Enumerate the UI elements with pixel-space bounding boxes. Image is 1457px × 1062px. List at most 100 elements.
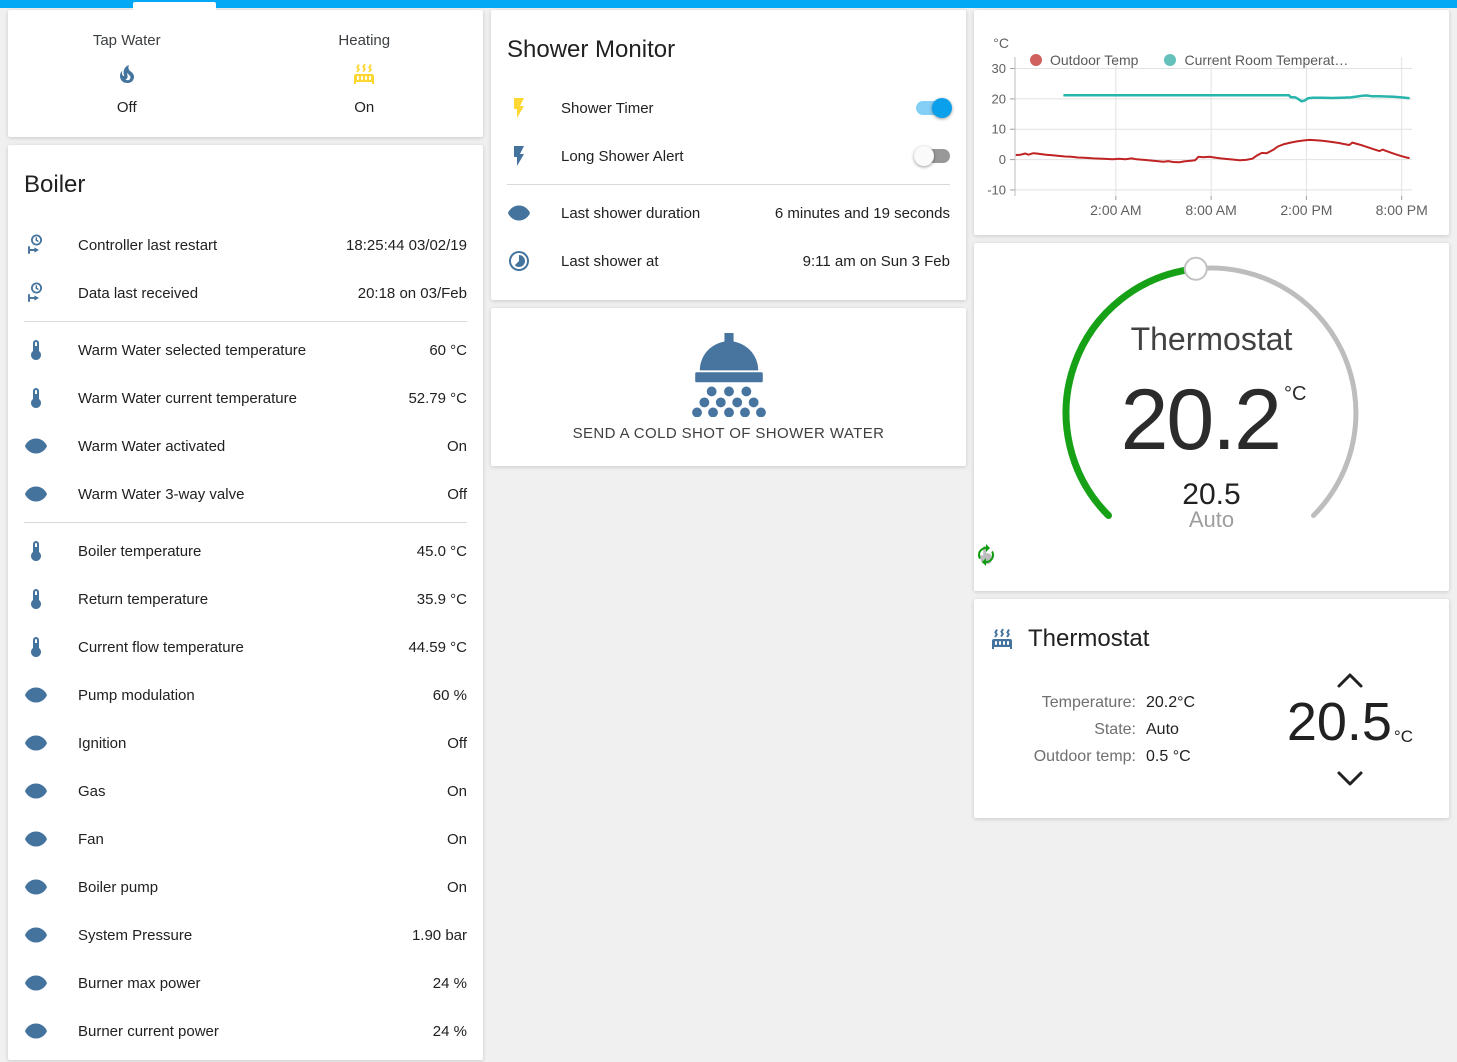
entity-row-burner-max-power[interactable]: Burner max power 24 % bbox=[8, 959, 483, 1007]
entity-value: 24 % bbox=[432, 1022, 467, 1040]
column-left: Tap Water Off Heating On Boiler Controll… bbox=[8, 10, 483, 1060]
entity-row-fan[interactable]: Fan On bbox=[8, 815, 483, 863]
cold-shot-button-card[interactable]: SEND A COLD SHOT OF SHOWER WATER bbox=[491, 308, 966, 466]
svg-text:0: 0 bbox=[999, 152, 1006, 167]
autorenew-auto-mode-icon[interactable] bbox=[974, 543, 998, 567]
svg-text:8:00 PM: 8:00 PM bbox=[1376, 202, 1428, 218]
legend-dot-room bbox=[1164, 54, 1177, 66]
entity-row-data-last-received[interactable]: Data last received 20:18 on 03/Feb bbox=[8, 269, 483, 317]
entity-label: Last shower duration bbox=[561, 204, 701, 222]
entity-row-ignition[interactable]: Ignition Off bbox=[8, 719, 483, 767]
column-middle: Shower Monitor Shower Timer Long Shower … bbox=[491, 10, 966, 1060]
entity-row-boiler-temp[interactable]: Boiler temperature 45.0 °C bbox=[8, 527, 483, 575]
entity-row-last-shower-at[interactable]: Last shower at 9:11 am on Sun 3 Feb bbox=[491, 237, 966, 285]
target-temperature-value: 20.5 °C bbox=[1287, 691, 1413, 768]
thermostat-info-card: Thermostat Temperature: 20.2°C State: Auto… bbox=[974, 599, 1449, 818]
entity-label: Burner current power bbox=[78, 1022, 219, 1040]
fire-icon bbox=[115, 62, 139, 86]
glance-state: Off bbox=[116, 98, 137, 116]
entity-value: 6 minutes and 19 seconds bbox=[774, 204, 950, 222]
flash-icon bbox=[507, 96, 531, 120]
attribute-row: Temperature: 20.2°C bbox=[1041, 694, 1196, 711]
eye-icon bbox=[24, 731, 48, 755]
active-tab-indicator[interactable] bbox=[133, 2, 216, 11]
entity-row-ww-current-temp[interactable]: Warm Water current temperature 52.79 °C bbox=[8, 374, 483, 422]
entity-label: Last shower at bbox=[561, 252, 659, 270]
legend-label: Outdoor Temp bbox=[1050, 52, 1139, 68]
attribute-row: Outdoor temp: 0.5 °C bbox=[1033, 748, 1191, 765]
entity-label: Warm Water 3-way valve bbox=[78, 485, 245, 503]
chart-legend: Outdoor Temp Current Room Temperat… bbox=[1030, 52, 1348, 68]
eye-icon bbox=[24, 434, 48, 458]
entity-row-ww-3way-valve[interactable]: Warm Water 3-way valve Off bbox=[8, 470, 483, 518]
thermostat-target-temperature: 20.5 bbox=[1182, 478, 1241, 511]
thermostat-info-header: Thermostat bbox=[974, 599, 1449, 653]
entity-row-ww-activated[interactable]: Warm Water activated On bbox=[8, 422, 483, 470]
temperature-history-chart: -10 0 10 20 30 2:00 AM 8:00 AM 2:00 PM 8:00 PM °C bbox=[987, 35, 1428, 218]
entity-row-controller-last-restart[interactable]: Controller last restart 18:25:44 03/02/1… bbox=[8, 221, 483, 269]
entity-label: Warm Water current temperature bbox=[78, 389, 297, 407]
entity-value: 52.79 °C bbox=[408, 389, 467, 407]
boiler-entities: Controller last restart 18:25:44 03/02/1… bbox=[8, 199, 483, 1060]
entity-value: 18:25:44 03/02/19 bbox=[346, 236, 467, 254]
entity-row-return-temp[interactable]: Return temperature 35.9 °C bbox=[8, 575, 483, 623]
entity-label: System Pressure bbox=[78, 926, 193, 944]
glance-state: On bbox=[354, 98, 375, 116]
clock-start-icon bbox=[24, 281, 48, 305]
eye-icon bbox=[24, 875, 48, 899]
chevron-up-icon[interactable] bbox=[1333, 669, 1367, 691]
legend-item-room-temp: Current Room Temperat… bbox=[1164, 52, 1348, 68]
entity-label: Fan bbox=[78, 830, 104, 848]
target-temperature-control: 20.5 °C bbox=[1287, 669, 1413, 790]
boiler-card: Boiler Controller last restart 18:25:44 … bbox=[8, 145, 483, 1060]
entity-value: Off bbox=[447, 734, 467, 752]
attribute-row: State: Auto bbox=[1094, 721, 1179, 738]
glance-item-heating[interactable]: Heating On bbox=[246, 10, 484, 137]
entity-row-long-shower-alert: Long Shower Alert bbox=[491, 132, 966, 180]
eye-icon bbox=[24, 971, 48, 995]
divider bbox=[24, 321, 467, 322]
legend-item-outdoor-temp: Outdoor Temp bbox=[1030, 52, 1138, 68]
eye-icon bbox=[24, 923, 48, 947]
entity-row-shower-timer: Shower Timer bbox=[491, 84, 966, 132]
thermostat-current-temperature: 20.2 °C bbox=[1120, 372, 1307, 468]
glance-item-tap-water[interactable]: Tap Water Off bbox=[8, 10, 246, 137]
svg-text:20: 20 bbox=[992, 91, 1006, 106]
entity-value: Off bbox=[447, 485, 467, 503]
dial-knob[interactable] bbox=[1183, 256, 1208, 281]
shower-monitor-entities: Shower Timer Long Shower Alert Last show… bbox=[491, 64, 966, 285]
svg-text:30: 30 bbox=[992, 61, 1006, 76]
eye-icon bbox=[24, 482, 48, 506]
entity-row-last-shower-duration[interactable]: Last shower duration 6 minutes and 19 se… bbox=[491, 189, 966, 237]
divider bbox=[507, 184, 950, 185]
thermometer-icon bbox=[24, 587, 48, 611]
entity-label: Controller last restart bbox=[78, 236, 218, 254]
entity-value: 60 °C bbox=[429, 341, 467, 359]
glance-card: Tap Water Off Heating On bbox=[8, 10, 483, 137]
temperature-history-card: -10 0 10 20 30 2:00 AM 8:00 AM 2:00 PM 8:00 PM °C… bbox=[974, 10, 1449, 235]
thermostat-dial-slider[interactable] bbox=[974, 243, 1449, 591]
eye-icon bbox=[24, 1019, 48, 1043]
entity-row-pump-modulation[interactable]: Pump modulation 60 % bbox=[8, 671, 483, 719]
cold-shot-button-label: SEND A COLD SHOT OF SHOWER WATER bbox=[572, 424, 885, 442]
long-shower-alert-toggle[interactable] bbox=[914, 146, 950, 166]
boiler-card-title: Boiler bbox=[24, 171, 86, 198]
entity-row-ww-selected-temp[interactable]: Warm Water selected temperature 60 °C bbox=[8, 326, 483, 374]
eye-icon bbox=[24, 827, 48, 851]
entity-row-system-pressure[interactable]: System Pressure 1.90 bar bbox=[8, 911, 483, 959]
entity-row-flow-temp[interactable]: Current flow temperature 44.59 °C bbox=[8, 623, 483, 671]
entity-row-gas[interactable]: Gas On bbox=[8, 767, 483, 815]
chevron-down-icon[interactable] bbox=[1333, 768, 1367, 790]
shower-monitor-title: Shower Monitor bbox=[507, 36, 676, 63]
thermometer-icon bbox=[24, 386, 48, 410]
thermostat-dial-card: Thermostat 20.2 °C 20.5 Auto bbox=[974, 243, 1449, 591]
column-right: -10 0 10 20 30 2:00 AM 8:00 AM 2:00 PM 8:00 PM °C… bbox=[974, 10, 1449, 1060]
app-header-bar bbox=[0, 0, 1457, 11]
svg-text:2:00 PM: 2:00 PM bbox=[1280, 202, 1332, 218]
shower-timer-toggle[interactable] bbox=[916, 98, 952, 118]
entity-value: On bbox=[446, 878, 467, 896]
entity-label: Return temperature bbox=[78, 590, 209, 608]
entity-row-burner-current-power[interactable]: Burner current power 24 % bbox=[8, 1007, 483, 1055]
entity-label: Pump modulation bbox=[78, 686, 195, 704]
entity-row-boiler-pump[interactable]: Boiler pump On bbox=[8, 863, 483, 911]
